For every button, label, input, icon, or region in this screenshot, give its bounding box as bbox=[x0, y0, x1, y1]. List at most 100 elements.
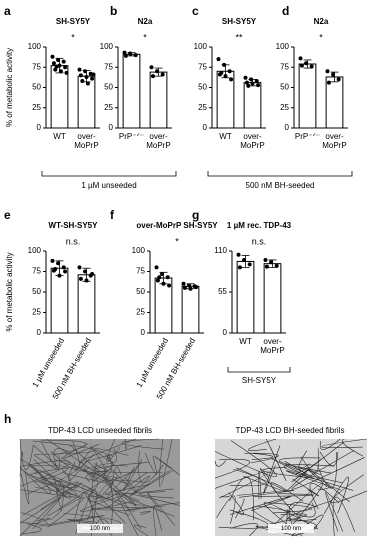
data-point bbox=[229, 77, 234, 82]
x-tick-label: PrP⁻ᐟ⁻ bbox=[295, 132, 320, 141]
data-point bbox=[83, 269, 88, 274]
data-point bbox=[227, 69, 232, 74]
panel-letter: e bbox=[4, 208, 11, 222]
y-tick-label: 75 bbox=[136, 267, 145, 276]
data-point bbox=[250, 81, 255, 86]
significance: * bbox=[71, 32, 75, 42]
chart-title: over-MoPrP SH-SY5Y bbox=[136, 221, 218, 230]
data-point bbox=[78, 73, 83, 78]
bar bbox=[236, 260, 255, 334]
y-tick-label: 75 bbox=[280, 62, 289, 71]
bar bbox=[325, 76, 344, 129]
significance: * bbox=[143, 32, 147, 42]
y-tick-label: 25 bbox=[280, 103, 289, 112]
bracket-label: SH-SY5Y bbox=[242, 376, 277, 385]
data-point bbox=[157, 275, 162, 280]
data-point bbox=[263, 257, 268, 262]
significance: n.s. bbox=[66, 236, 81, 246]
bar bbox=[122, 53, 141, 129]
data-point bbox=[249, 77, 254, 82]
y-tick-label: 75 bbox=[104, 62, 113, 71]
y-tick-label: 50 bbox=[280, 83, 289, 92]
data-point bbox=[155, 278, 160, 283]
data-point bbox=[83, 69, 88, 74]
data-point bbox=[58, 69, 63, 74]
image-title: TDP-43 LCD BH-seeded fibrils bbox=[236, 426, 345, 435]
data-point bbox=[150, 74, 155, 79]
data-point bbox=[161, 281, 166, 286]
data-point bbox=[222, 62, 227, 67]
data-point bbox=[77, 67, 82, 72]
data-point bbox=[77, 265, 82, 270]
data-point bbox=[182, 285, 187, 290]
data-point bbox=[128, 51, 133, 56]
data-point bbox=[244, 80, 249, 85]
x-tick-label: over-MoPrP bbox=[260, 337, 284, 355]
y-tick-label: 25 bbox=[136, 308, 145, 317]
data-point bbox=[50, 54, 55, 59]
bar bbox=[263, 263, 282, 334]
data-point bbox=[216, 57, 221, 62]
data-point bbox=[56, 261, 61, 266]
data-point bbox=[80, 79, 85, 84]
y-tick-label: 50 bbox=[104, 83, 113, 92]
panel-letter: a bbox=[4, 4, 11, 18]
data-point bbox=[194, 285, 199, 290]
x-tick-label: WT bbox=[219, 132, 232, 141]
chart-title: N2a bbox=[138, 17, 153, 26]
panel-letter: d bbox=[282, 4, 289, 18]
y-tick-label: 25 bbox=[104, 103, 113, 112]
data-point bbox=[122, 50, 127, 55]
data-point bbox=[223, 74, 228, 79]
data-point bbox=[299, 63, 304, 68]
data-point bbox=[57, 273, 62, 278]
data-point bbox=[85, 81, 90, 86]
data-point bbox=[188, 286, 193, 291]
y-tick-label: 0 bbox=[203, 123, 208, 132]
data-point bbox=[165, 275, 170, 280]
chart-title: 1 µM rec. TDP-43 bbox=[227, 221, 292, 230]
panel-letter: h bbox=[4, 412, 11, 426]
significance: ** bbox=[235, 32, 243, 42]
y-tick-label: 75 bbox=[32, 267, 41, 276]
significance: * bbox=[175, 236, 179, 246]
data-point bbox=[256, 83, 261, 88]
scale-label: 100 nm bbox=[90, 526, 110, 532]
y-tick-label: 75 bbox=[198, 62, 207, 71]
data-point bbox=[155, 69, 160, 74]
x-tick-label: over-MoPrP bbox=[240, 132, 264, 150]
panel-letter: b bbox=[110, 4, 117, 18]
bar bbox=[298, 63, 317, 129]
chart-title: WT-SH-SY5Y bbox=[49, 221, 99, 230]
data-point bbox=[90, 76, 95, 81]
data-point bbox=[160, 271, 165, 276]
data-point bbox=[61, 59, 66, 64]
y-tick-label: 0 bbox=[109, 123, 114, 132]
y-tick-label: 100 bbox=[28, 42, 42, 51]
x-tick-label: over-MoPrP bbox=[322, 132, 346, 150]
y-tick-label: 0 bbox=[141, 328, 146, 337]
data-point bbox=[63, 269, 68, 274]
y-axis-label: % of metabolic activity bbox=[5, 252, 14, 331]
y-tick-label: 55 bbox=[218, 287, 227, 296]
data-point bbox=[274, 263, 279, 268]
x-tick-label: WT bbox=[239, 337, 252, 346]
y-tick-label: 110 bbox=[214, 246, 227, 255]
y-tick-label: 0 bbox=[37, 123, 42, 132]
chart-title: SH-SY5Y bbox=[56, 17, 91, 26]
y-axis-label: % of metabolic activity bbox=[5, 48, 14, 127]
y-tick-label: 50 bbox=[136, 287, 145, 296]
y-tick-label: 0 bbox=[285, 123, 290, 132]
y-tick-label: 25 bbox=[198, 103, 207, 112]
y-tick-label: 50 bbox=[32, 83, 41, 92]
bar bbox=[181, 285, 200, 334]
panel-letter: g bbox=[192, 208, 199, 222]
data-point bbox=[53, 67, 58, 72]
x-tick-label: PrP⁻ᐟ⁻ bbox=[119, 132, 144, 141]
data-point bbox=[91, 72, 96, 77]
data-point bbox=[133, 53, 138, 58]
bar bbox=[243, 82, 262, 129]
y-tick-label: 100 bbox=[132, 246, 146, 255]
data-point bbox=[336, 77, 341, 82]
